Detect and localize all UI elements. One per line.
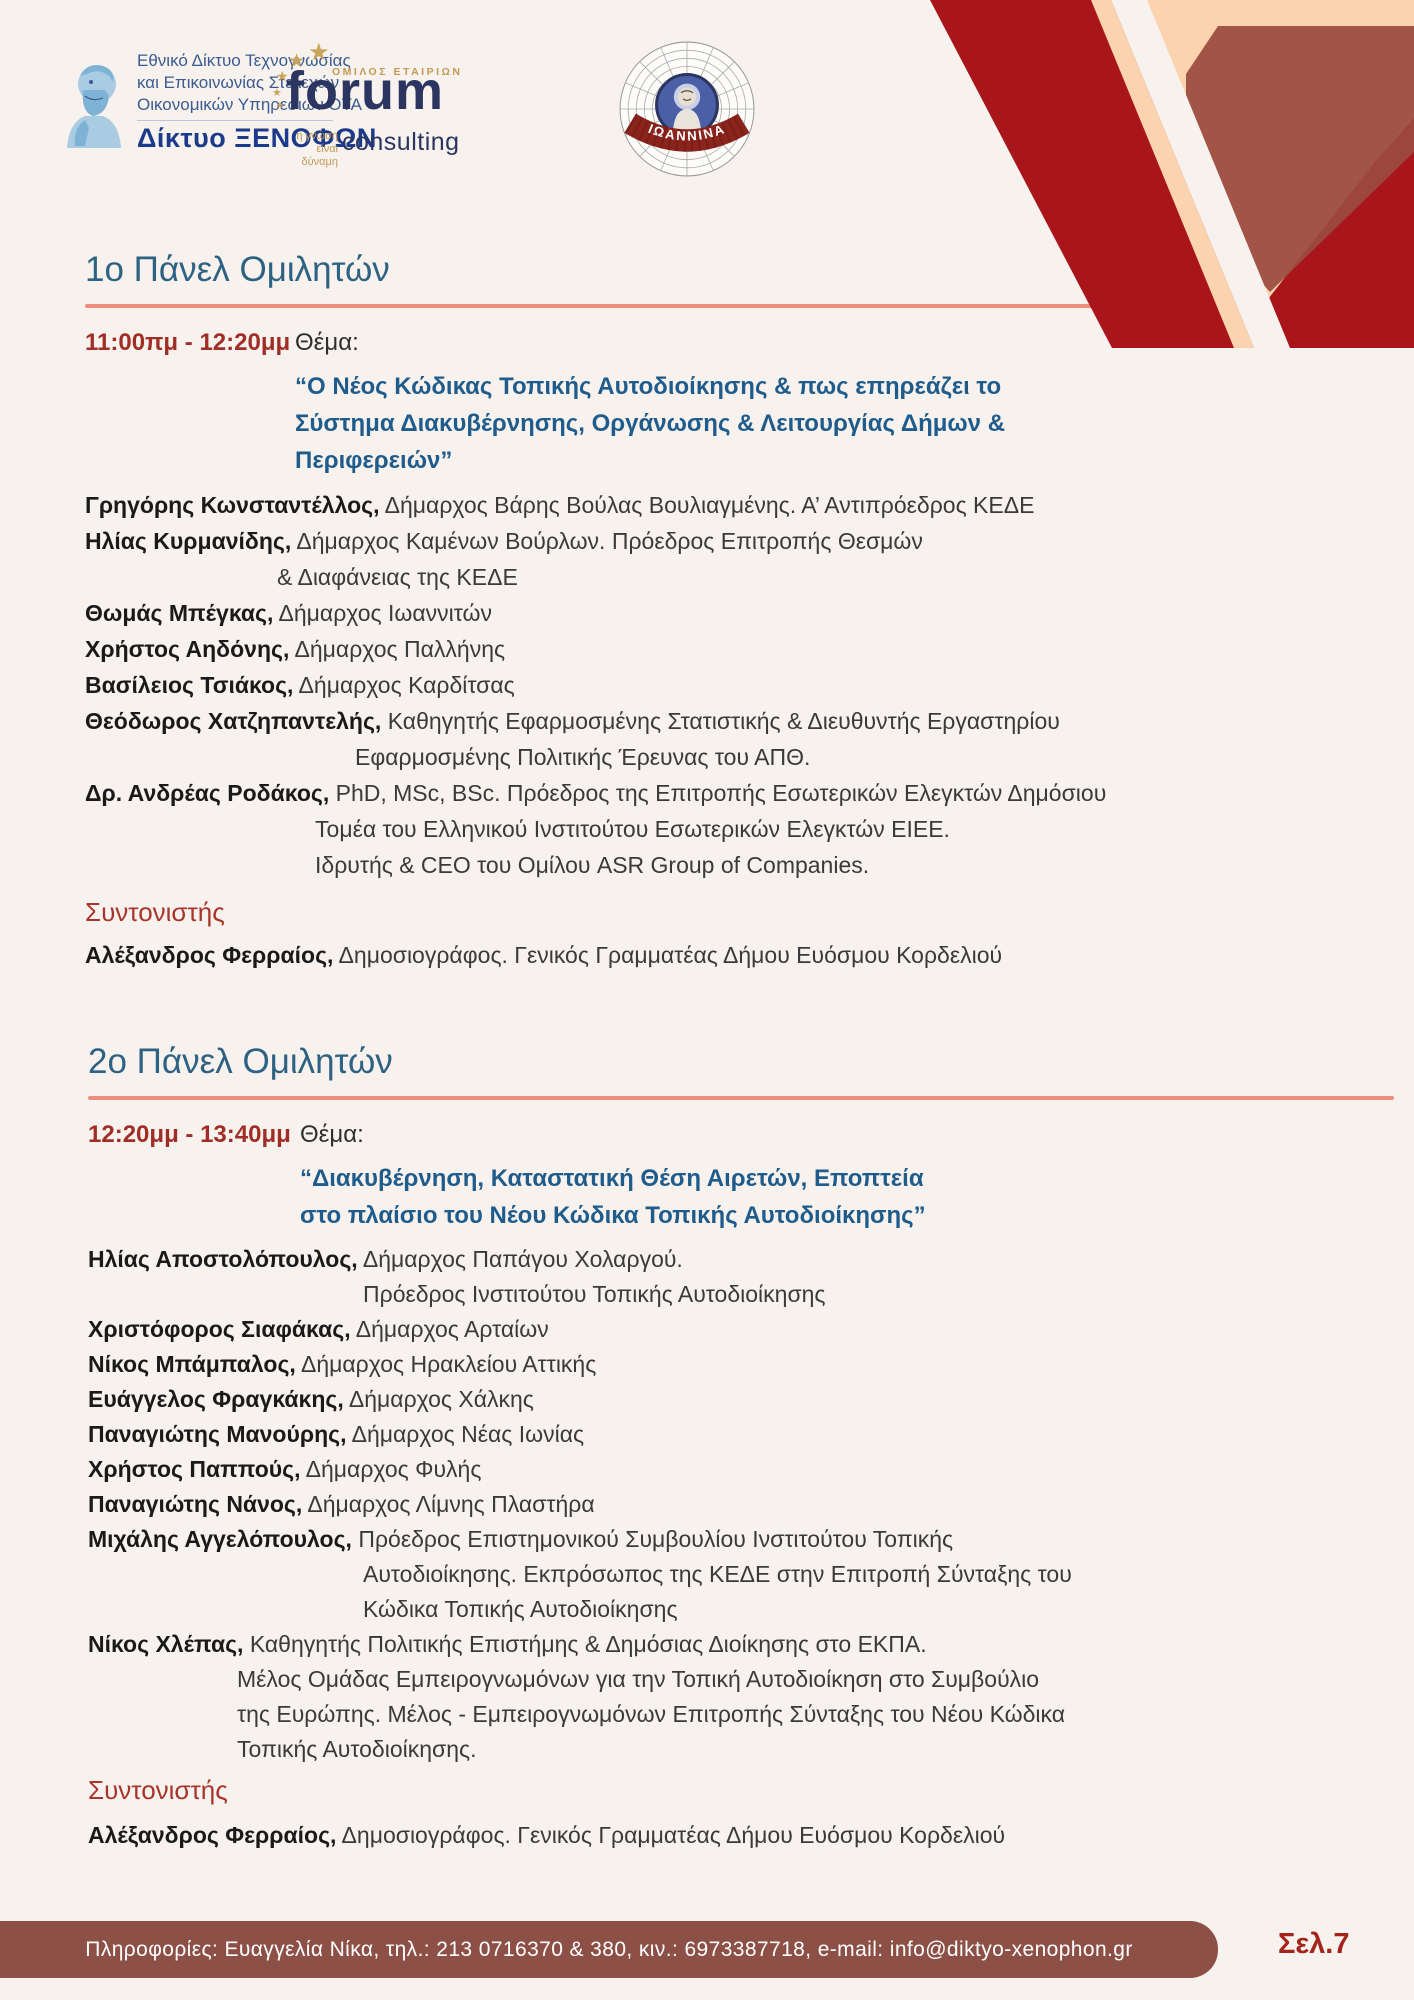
forum-star-icon: ★ (276, 100, 285, 110)
speaker-row: Ιδρυτής & CEO του Ομίλου ASR Group of Co… (315, 852, 870, 878)
speaker-row: Πρόεδρος Ινστιτούτου Τοπικής Αυτοδιοίκησ… (363, 1281, 826, 1307)
speaker-row: Μέλος Ομάδας Εμπειρογνωμόνων για την Τοπ… (237, 1666, 1040, 1692)
speaker-row: Νίκος Μπάμπαλος, Δήμαρχος Ηρακλείου Αττι… (88, 1351, 597, 1377)
xenophon-logo-name: Δίκτυο ΞΕΝΟΦΩΝ (137, 123, 377, 153)
panel-2: 2ο Πάνελ Ομιλητών 12:20μμ - 13:40μμ Θέμα:… (88, 1040, 1414, 1853)
page-number: Σελ.7 (1278, 1928, 1350, 1960)
speaker-row: Βασίλειος Τσιάκος, Δήμαρχος Καρδίτσας (85, 672, 515, 698)
panel-2-speakers: Ηλίας Αποστολόπουλος, Δήμαρχος Παπάγου Χ… (88, 1242, 1414, 1767)
xenophon-logo-line1: Εθνικό Δίκτυο Τεχνογνωσίας (137, 51, 351, 70)
speaker-row: Κώδικα Τοπικής Αυτοδιοίκησης (363, 1596, 678, 1622)
footer-info: Πληροφορίες: Ευαγγελία Νίκα, τηλ.: 213 0… (85, 1937, 1133, 1961)
topic-line: Σύστημα Διακυβέρνησης, Οργάνωσης & Λειτο… (295, 410, 1006, 437)
panel-1-meta: 11:00πμ - 12:20μμ Θέμα: (85, 328, 1414, 358)
topic-line: “Ο Νέος Κώδικας Τοπικής Αυτοδιοίκησης & … (295, 373, 1002, 400)
panel-1-topic-label: Θέμα: (295, 329, 359, 356)
forum-group-label: ΟΜΙΛΟΣ ΕΤΑΙΡΙΩΝ (332, 66, 463, 78)
forum-brand: forum (286, 61, 444, 121)
panel-1-speakers: Γρηγόρης Κωνσταντέλλος, Δήμαρχος Βάρης Β… (85, 487, 1414, 883)
topic-line: στο πλαίσιο του Νέου Κώδικα Τοπικής Αυτο… (300, 1202, 926, 1229)
topic-line: Περιφερειών” (295, 447, 453, 474)
ioannina-emblem-text: ΙΩΑΝΝΙΝΑ (646, 121, 725, 144)
svg-text:ΙΩΑΝΝΙΝΑ: ΙΩΑΝΝΙΝΑ (646, 121, 728, 144)
speaker-row: Ηλίας Κυρμανίδης, Δήμαρχος Καμένων Βούρλ… (85, 528, 923, 554)
forum-star-icon: ★ (288, 51, 306, 72)
logo-divider (137, 120, 333, 121)
speaker-row: & Διαφάνειας της ΚΕΔΕ (277, 564, 518, 590)
panel-2-moderator: Αλέξανδρος Φερραίος, Δημοσιογράφος. Γενι… (88, 1822, 1006, 1848)
xenophon-logo-line2: και Επικοινωνίας Στελεχών (137, 73, 340, 92)
speaker-row: Μιχάλης Αγγελόπουλος, Πρόεδρος Επιστημον… (88, 1526, 954, 1552)
panel-2-topic-label: Θέμα: (300, 1121, 364, 1148)
panel-1: 1ο Πάνελ Ομιλητών 11:00πμ - 12:20μμ Θέμα:… (85, 248, 1414, 973)
speaker-row: Τοπικής Αυτοδιοίκησης. (237, 1736, 477, 1762)
panel-2-title: 2ο Πάνελ Ομιλητών (88, 1042, 393, 1081)
speaker-row: Παναγιώτης Μανούρης, Δήμαρχος Νέας Ιωνία… (88, 1421, 585, 1447)
forum-tagline: η γνώση είναι δύναμη (296, 130, 338, 168)
panel-1-topic: “Ο Νέος Κώδικας Τοπικής Αυτοδιοίκησης & … (295, 368, 1414, 479)
xenophon-logo-line3: Οικονομικών Υπηρεσιών ΟΤΑ (137, 95, 362, 114)
panel-2-time: 12:20μμ - 13:40μμ (88, 1121, 291, 1148)
ioannina-emblem-icon: ΙΩΑΝΝΙΝΑ (619, 41, 755, 177)
speaker-row: Τομέα του Ελληνικού Ινστιτούτου Εσωτερικ… (315, 816, 950, 842)
panel-1-time: 11:00πμ - 12:20μμ (85, 329, 291, 356)
forum-star-icon: ★ (276, 68, 289, 84)
speaker-row: Ευάγγελος Φραγκάκης, Δήμαρχος Χάλκης (88, 1386, 534, 1412)
speaker-row: της Ευρώπης. Μέλος - Εμπειρογνωμόνων Επι… (237, 1701, 1066, 1727)
speaker-row: Ηλίας Αποστολόπουλος, Δήμαρχος Παπάγου Χ… (88, 1246, 683, 1272)
topic-line: “Διακυβέρνηση, Καταστατική Θέση Αιρετών,… (300, 1165, 924, 1192)
panel-1-moderator: Αλέξανδρος Φερραίος, Δημοσιογράφος. Γενι… (85, 942, 1003, 968)
speaker-row: Παναγιώτης Νάνος, Δήμαρχος Λίμνης Πλαστή… (88, 1491, 595, 1517)
speaker-row: Χρήστος Αηδόνης, Δήμαρχος Παλλήνης (85, 636, 506, 662)
panel-2-topic: “Διακυβέρνηση, Καταστατική Θέση Αιρετών,… (300, 1160, 1414, 1234)
speaker-row: Χριστόφορος Σιαφάκας, Δήμαρχος Αρταίων (88, 1316, 549, 1342)
brown-diamond-shape (1186, 26, 1414, 292)
peach-stripe (1091, 0, 1254, 348)
speaker-row: Γρηγόρης Κωνσταντέλλος, Δήμαρχος Βάρης Β… (85, 492, 1035, 518)
white-stripe (1111, 0, 1290, 348)
speaker-row: Χρήστος Παππούς, Δήμαρχος Φυλής (88, 1456, 482, 1482)
speaker-row: Νίκος Χλέπας, Καθηγητής Πολιτικής Επιστή… (88, 1631, 927, 1657)
corner-decoration (930, 0, 1414, 348)
speaker-row: Θωμάς Μπέγκας, Δήμαρχος Ιωαννιτών (85, 600, 492, 626)
xenophon-portrait-icon (67, 65, 121, 148)
xenophon-logo: Εθνικό Δίκτυο Τεχνογνωσίας και Επικοινων… (55, 50, 377, 154)
forum-star-icon: ★ (272, 87, 282, 99)
panel-2-moderator-label: Συντονιστής (88, 1775, 228, 1805)
speaker-row: Θεόδωρος Χατζηπαντελής, Καθηγητής Εφαρμο… (85, 708, 1060, 734)
speaker-row: Δρ. Ανδρέας Ροδάκος, PhD, MSc, BSc. Πρόε… (85, 780, 1107, 806)
footer-bar: Πληροφορίες: Ευαγγελία Νίκα, τηλ.: 213 0… (0, 1921, 1218, 1978)
panel-2-underline (88, 1096, 1394, 1100)
panel-1-underline (85, 304, 1394, 308)
forum-star-icon: ★ (308, 39, 330, 66)
forum-logo: ★ ★ ★ ★ ★ ΟΜΙΛΟΣ ΕΤΑΙΡΙΩΝ forum η γνώση … (272, 39, 460, 168)
panel-1-moderator-label: Συντονιστής (85, 897, 225, 927)
speaker-row: Αυτοδιοίκησης. Εκπρόσωπος της ΚΕΔΕ στην … (363, 1561, 1072, 1587)
panel-2-meta: 12:20μμ - 13:40μμ Θέμα: (88, 1120, 1414, 1150)
speaker-row: Εφαρμοσμένης Πολιτικής Έρευνας του ΑΠΘ. (355, 744, 811, 770)
forum-consulting-label: consulting (342, 128, 460, 156)
panel-1-title: 1ο Πάνελ Ομιλητών (85, 250, 390, 289)
